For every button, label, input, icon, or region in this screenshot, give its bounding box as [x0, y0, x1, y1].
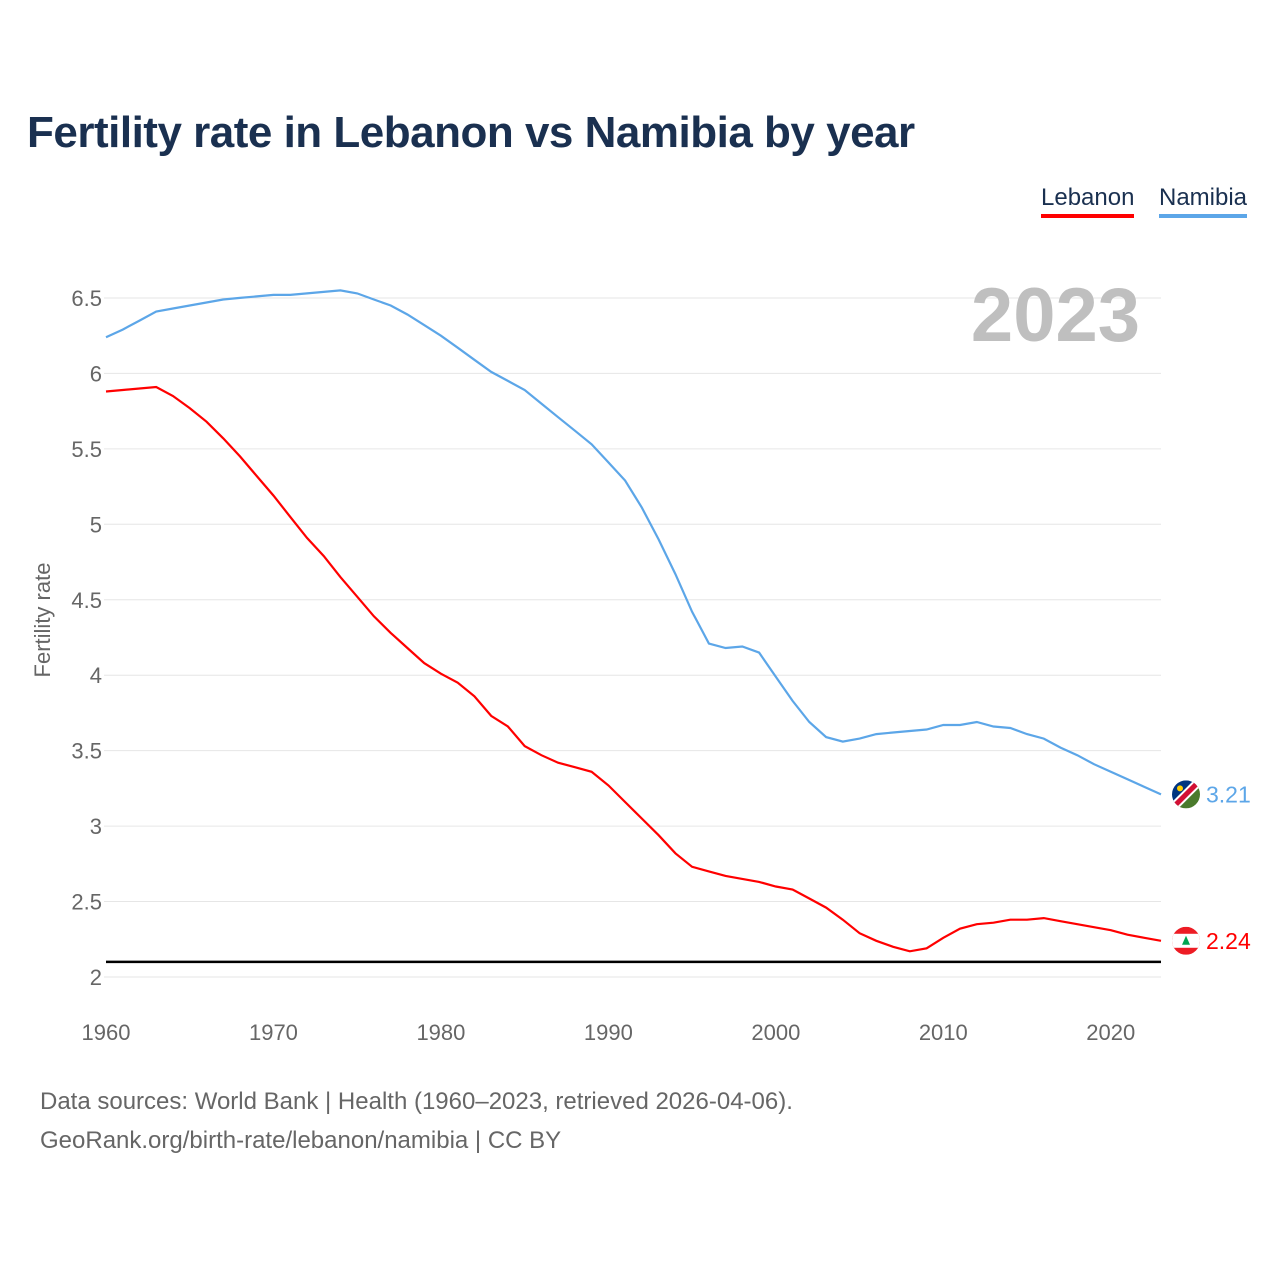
lebanon-flag-icon: [1172, 926, 1200, 955]
y-tick-label: 2.5: [71, 890, 102, 915]
y-tick-label: 5.5: [71, 437, 102, 462]
y-tick-label: 2: [90, 965, 102, 990]
series-line-namibia: [105, 289, 1162, 796]
y-tick-label: 4: [90, 663, 102, 688]
y-axis-label: Fertility rate: [30, 563, 55, 678]
x-tick-label: 2010: [919, 1020, 968, 1045]
end-value-label-lebanon: 2.24: [1206, 928, 1251, 954]
x-tick-label: 1980: [416, 1020, 465, 1045]
chart-title: Fertility rate in Lebanon vs Namibia by …: [27, 108, 915, 157]
end-value-label-namibia: 3.21: [1206, 781, 1251, 807]
source-link[interactable]: GeoRank.org/birth-rate/lebanon/namibia |…: [40, 1127, 562, 1154]
x-tick-label: 1970: [249, 1020, 298, 1045]
legend-namibia[interactable]: Namibia: [1159, 184, 1248, 218]
data-source-note: Data sources: World Bank | Health (1960–…: [40, 1088, 793, 1115]
y-tick-label: 6: [90, 361, 102, 386]
year-label: 2023: [971, 273, 1140, 358]
y-tick-label: 5: [90, 512, 102, 537]
y-tick-label: 4.5: [71, 588, 102, 613]
y-tick-label: 3.5: [71, 739, 102, 764]
y-tick-label: 3: [90, 814, 102, 839]
legend-lebanon[interactable]: Lebanon: [1041, 184, 1135, 218]
x-tick-label: 1960: [82, 1020, 131, 1045]
y-tick-label: 6.5: [71, 286, 102, 311]
series-line-lebanon: [105, 385, 1162, 953]
x-tick-label: 1990: [584, 1020, 633, 1045]
namibia-flag-icon: [1172, 780, 1200, 809]
x-tick-label: 2000: [751, 1020, 800, 1045]
x-tick-label: 2020: [1086, 1020, 1135, 1045]
